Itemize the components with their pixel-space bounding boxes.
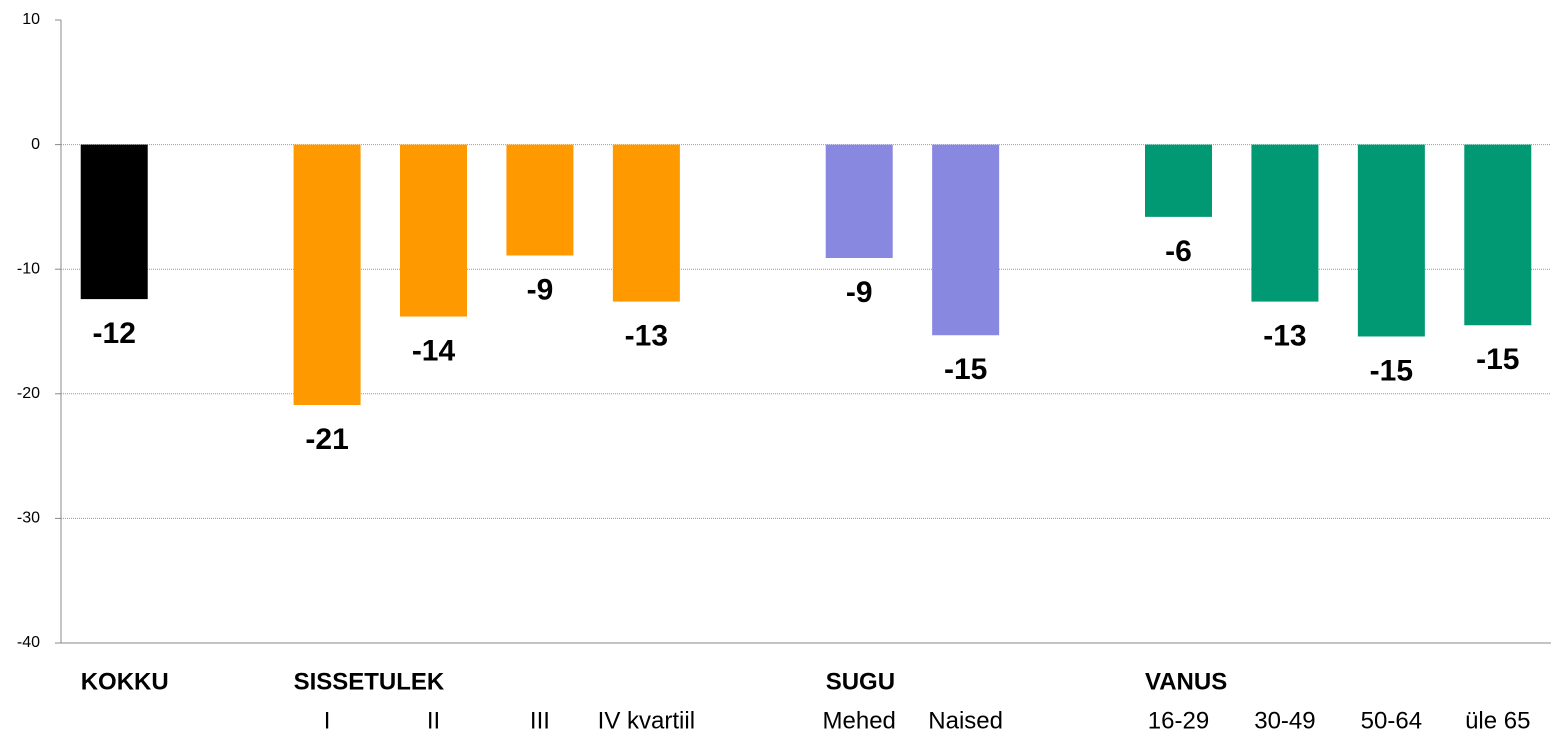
y-tick-label: 0 (31, 136, 40, 153)
data-label: -6 (1165, 235, 1192, 268)
bar (1251, 144, 1319, 302)
y-tick-label: -20 (17, 385, 40, 402)
x-tick-label: IV kvartiil (598, 707, 695, 734)
bar (1145, 144, 1212, 217)
x-tick-label: I (324, 707, 331, 734)
x-tick-label: üle 65 (1465, 707, 1530, 734)
y-tick-label: -30 (17, 510, 40, 527)
data-label: -9 (846, 276, 873, 309)
data-label: -12 (93, 317, 136, 350)
x-tick-label: 16-29 (1148, 707, 1209, 734)
bar (80, 144, 148, 300)
x-tick-label: III (530, 707, 550, 734)
bar (400, 144, 467, 317)
data-label: -21 (305, 423, 348, 456)
data-label: -15 (1370, 354, 1413, 387)
y-tick-label: 10 (22, 11, 40, 28)
bar (932, 144, 1000, 336)
bar (612, 144, 680, 302)
group-label: SISSETULEK (294, 668, 445, 695)
y-tick-label: -10 (17, 260, 40, 277)
x-tick-label: Naised (928, 707, 1003, 734)
bar (506, 144, 574, 256)
bar (825, 144, 893, 258)
data-label: -13 (1263, 320, 1306, 353)
x-tick-label: 50-64 (1361, 707, 1422, 734)
data-label: -15 (944, 353, 987, 386)
group-label: KOKKU (81, 668, 169, 695)
data-label: -13 (625, 320, 668, 353)
data-label: -14 (412, 334, 456, 367)
group-label: SUGU (826, 668, 895, 695)
x-tick-label: 30-49 (1254, 707, 1315, 734)
group-label: VANUS (1145, 668, 1227, 695)
bar (1357, 144, 1425, 337)
bar (1464, 144, 1532, 326)
data-label: -15 (1476, 343, 1519, 376)
data-label: -9 (527, 273, 554, 306)
x-tick-label: Mehed (823, 707, 896, 734)
bar (293, 144, 361, 406)
y-tick-label: -40 (17, 634, 40, 651)
x-tick-label: II (427, 707, 440, 734)
